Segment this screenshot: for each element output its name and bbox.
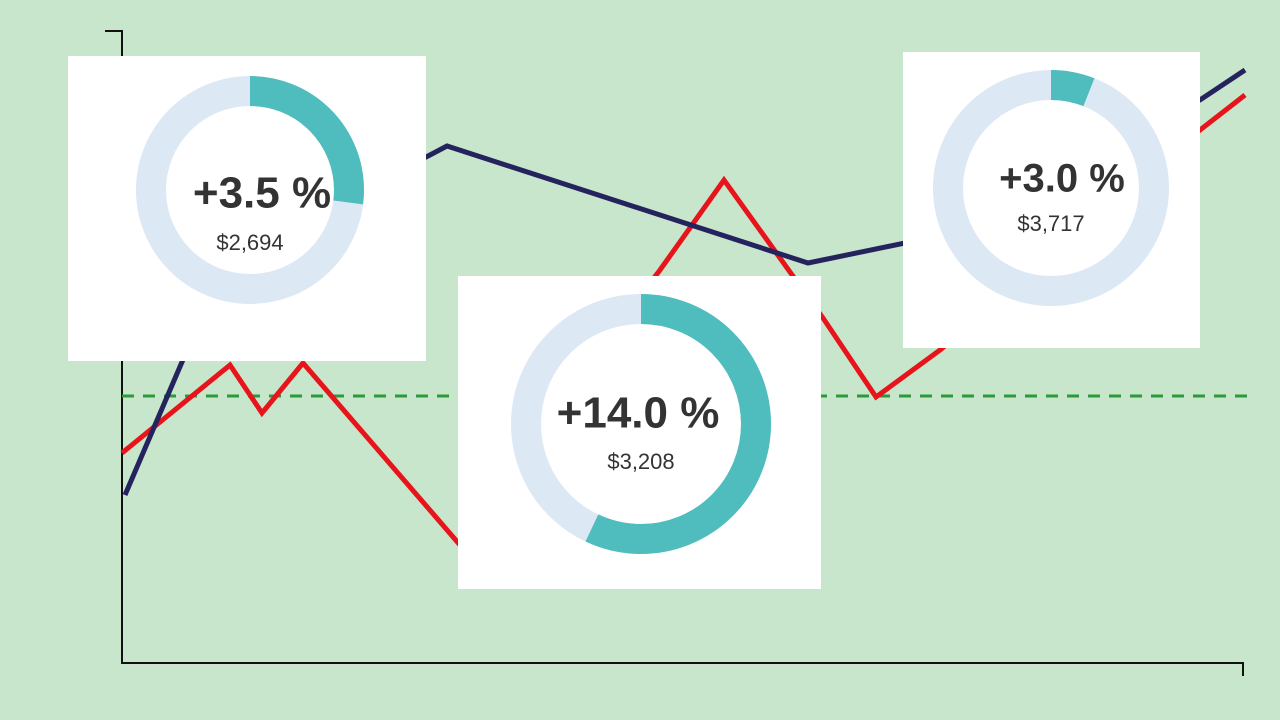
change-label: +3.0 %: [999, 157, 1125, 201]
ring-fill: [136, 76, 364, 304]
ring-fill: [511, 294, 771, 554]
ring-fill: [933, 70, 1169, 306]
amount-label: $2,694: [216, 230, 283, 255]
axis-lines: [105, 30, 1244, 676]
card: +3.0 % $3,717: [903, 52, 1200, 348]
change-label: +14.0 %: [557, 389, 720, 438]
axes: [105, 30, 1244, 676]
change-label: +3.5 %: [193, 169, 331, 218]
cards: +3.5 % $2,694 +14.0 % $3,208 +3.0 % $3,717: [68, 52, 1200, 589]
amount-label: $3,717: [1017, 211, 1084, 236]
card: +14.0 % $3,208: [458, 276, 821, 589]
amount-label: $3,208: [607, 449, 674, 474]
card: +3.5 % $2,694: [68, 56, 426, 361]
card-panel: [68, 56, 426, 361]
